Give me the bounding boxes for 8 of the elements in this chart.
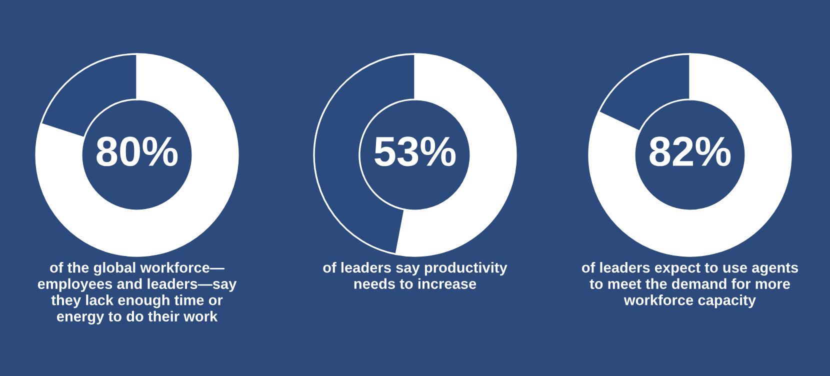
data-label: 82% [650,136,731,166]
donut-slice [588,53,792,257]
data-label: 53% [374,136,456,166]
text: of the global workforce— employees and leaders—say they lack enough time or energy to do their work [38,262,237,324]
data-label: 80% [96,136,178,166]
donut-slice [35,53,239,257]
text: of leaders expect to use agents to meet the demand for more workforce capacity [582,262,798,308]
text: of leaders say productivity needs to increase [323,262,508,289]
